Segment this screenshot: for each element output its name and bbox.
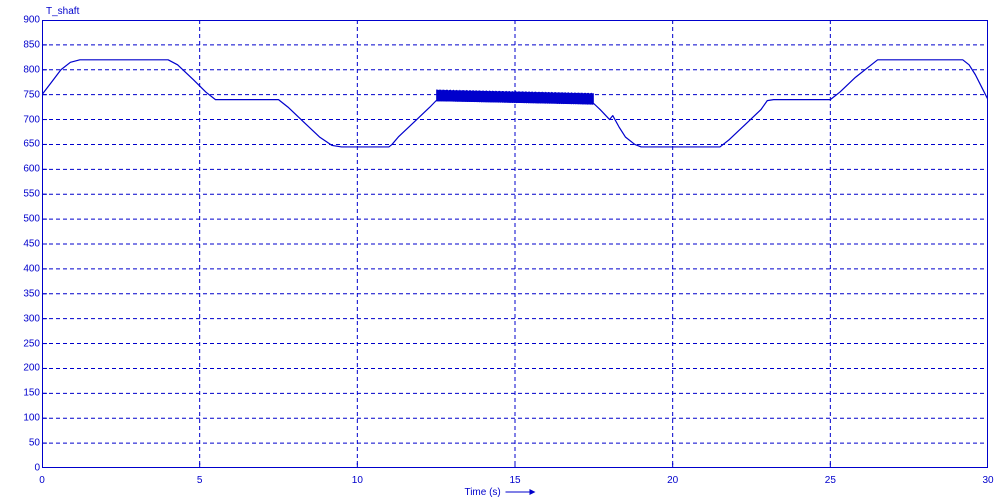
y-tick-label: 450 bbox=[23, 239, 40, 250]
y-tick-label: 400 bbox=[23, 263, 40, 274]
y-tick-label: 600 bbox=[23, 164, 40, 175]
x-axis-title-text: Time (s) bbox=[464, 487, 500, 498]
x-tick-label: 0 bbox=[39, 475, 45, 486]
x-tick-label: 20 bbox=[667, 475, 678, 486]
x-tick-label: 25 bbox=[825, 475, 836, 486]
y-tick-label: 650 bbox=[23, 139, 40, 150]
y-tick-label: 200 bbox=[23, 363, 40, 374]
x-axis-title: Time (s) bbox=[464, 487, 535, 498]
y-tick-label: 500 bbox=[23, 214, 40, 225]
y-tick-label: 750 bbox=[23, 89, 40, 100]
y-tick-label: 50 bbox=[29, 438, 40, 449]
y-tick-label: 550 bbox=[23, 189, 40, 200]
y-tick-label: 350 bbox=[23, 288, 40, 299]
y-tick-label: 0 bbox=[34, 463, 40, 474]
chart-container: T_shaft 05010015020025030035040045050055… bbox=[0, 0, 1000, 500]
y-tick-label: 800 bbox=[23, 64, 40, 75]
y-tick-label: 100 bbox=[23, 413, 40, 424]
x-tick-label: 30 bbox=[982, 475, 993, 486]
y-tick-label: 300 bbox=[23, 313, 40, 324]
y-tick-label: 850 bbox=[23, 39, 40, 50]
arrow-right-icon bbox=[506, 488, 536, 496]
x-tick-label: 15 bbox=[509, 475, 520, 486]
chart-title: T_shaft bbox=[46, 6, 79, 17]
y-tick-label: 250 bbox=[23, 338, 40, 349]
y-tick-label: 700 bbox=[23, 114, 40, 125]
chart-plot-area bbox=[42, 20, 988, 468]
y-tick-label: 150 bbox=[23, 388, 40, 399]
y-tick-label: 900 bbox=[23, 15, 40, 26]
x-tick-label: 10 bbox=[352, 475, 363, 486]
x-tick-label: 5 bbox=[197, 475, 203, 486]
y-axis-labels: 0 50 100 150 200 250 300 350 400 450 500 550 600 650 7… bbox=[0, 0, 42, 500]
